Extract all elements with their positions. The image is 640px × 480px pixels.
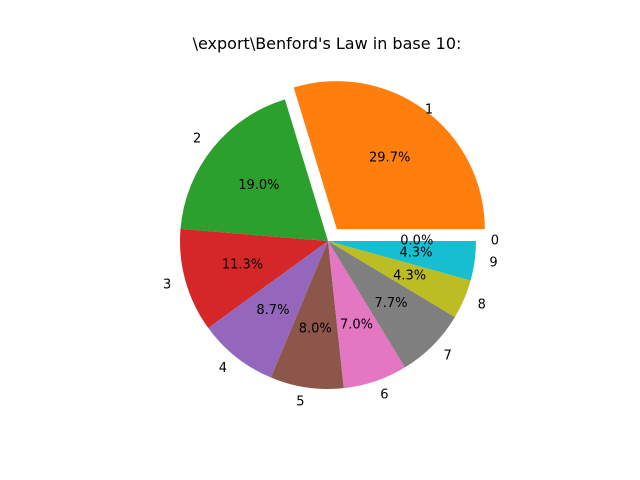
slice-label-8: 8: [478, 298, 486, 313]
percent-label-6: 7.0%: [340, 318, 373, 333]
pie-slice-4: [208, 241, 328, 378]
percent-label-5: 8.0%: [299, 321, 332, 336]
percent-label-7: 7.7%: [374, 296, 407, 311]
pie-slice-7: [328, 241, 455, 368]
percent-label-4: 8.7%: [256, 303, 289, 318]
pie-slice-5: [270, 241, 344, 389]
percent-label-3: 11.3%: [222, 257, 263, 272]
percent-label-9: 4.3%: [399, 245, 432, 260]
slice-label-1: 1: [425, 103, 433, 118]
pie-labels: 0 0.0% 1 29.7% 2 19.0% 3 11.3% 4 8.7% 5 8.0% 6 7.0% 7 7…: [163, 103, 499, 410]
percent-label-2: 19.0%: [238, 178, 279, 193]
slice-label-9: 9: [489, 255, 497, 270]
pie-slice-2: [180, 99, 328, 241]
pie-slice-9: [328, 241, 476, 281]
percent-label-0: 0.0%: [400, 234, 433, 249]
pie-slices: [180, 81, 485, 389]
percent-label-1: 29.7%: [369, 150, 410, 165]
pie-slice-8: [328, 241, 471, 318]
slice-label-3: 3: [163, 277, 171, 292]
pie-slice-3: [180, 228, 328, 328]
slice-label-6: 6: [380, 388, 388, 403]
slice-label-7: 7: [443, 348, 451, 363]
slice-label-0: 0: [491, 234, 499, 249]
chart-title: \export\Benford's Law in base 10:: [193, 34, 462, 53]
slice-label-2: 2: [193, 131, 201, 146]
slice-label-4: 4: [219, 361, 227, 376]
slice-label-5: 5: [296, 395, 304, 410]
pie-slice-6: [328, 241, 405, 389]
pie-slice-1: [293, 81, 485, 230]
percent-label-8: 4.3%: [393, 269, 426, 284]
